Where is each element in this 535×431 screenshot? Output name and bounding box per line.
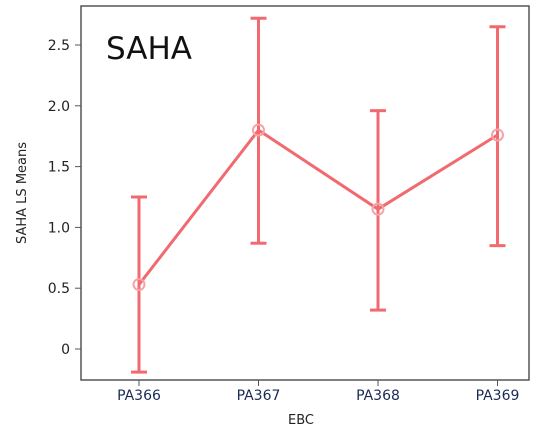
plot-frame [80, 5, 530, 381]
x-axis-label: EBC [288, 413, 314, 428]
series-line [137, 128, 499, 286]
data-point [371, 202, 385, 216]
x-tick-label: PA369 [476, 388, 520, 404]
y-tick-label: 0 [61, 342, 70, 358]
y-tick-label: 0.5 [48, 281, 70, 297]
y-axis-label: SAHA LS Means [15, 142, 30, 244]
data-point [252, 123, 265, 137]
x-tick-label: PA368 [356, 388, 400, 404]
x-axis: PA366 PA367 PA368 PA369 [117, 380, 519, 404]
y-tick-label: 1.0 [48, 220, 70, 236]
y-tick-label: 2.0 [48, 99, 70, 115]
y-tick-label: 2.5 [48, 38, 70, 54]
x-tick-label: PA367 [237, 388, 281, 404]
data-point [132, 278, 146, 292]
x-tick-label: PA366 [117, 388, 161, 404]
y-axis: 0 0.5 1.0 1.5 2.0 2.5 [48, 38, 81, 358]
chart-title: SAHA [106, 31, 192, 67]
error-bars [131, 16, 506, 374]
data-point [491, 128, 504, 142]
data-points [132, 123, 504, 292]
y-tick-label: 1.5 [48, 160, 70, 176]
